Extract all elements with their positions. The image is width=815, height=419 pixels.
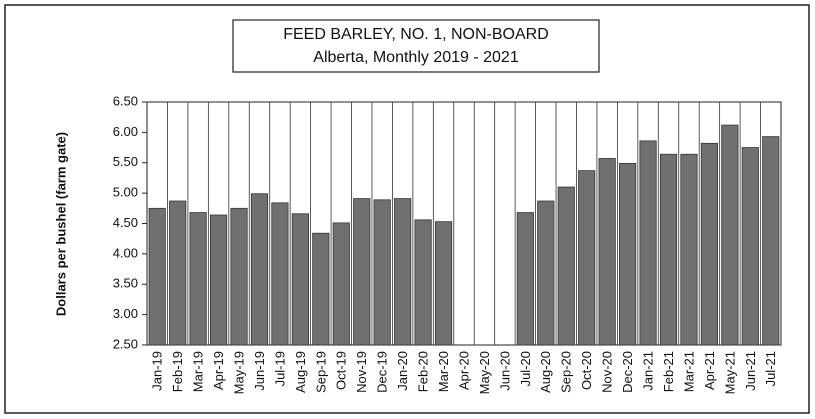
- x-tick-label: May-19: [231, 351, 246, 394]
- x-tick-label: Apr-21: [702, 351, 717, 390]
- bar: [291, 213, 309, 346]
- bar: [557, 186, 575, 346]
- x-tick-label: Aug-19: [293, 351, 308, 393]
- bar: [598, 158, 616, 346]
- x-tick-label: Feb-19: [170, 351, 185, 392]
- x-tick-label: Jun-19: [252, 351, 267, 391]
- x-tick-label: Jun-20: [497, 351, 512, 391]
- x-tick-label: Jul-20: [518, 351, 533, 386]
- bar: [332, 222, 350, 346]
- x-tick-label: Mar-21: [681, 351, 696, 392]
- x-tick-label: Mar-20: [436, 351, 451, 392]
- chart-title: FEED BARLEY, NO. 1, NON-BOARD: [283, 26, 549, 43]
- bar: [619, 162, 637, 346]
- y-tick-label: 3.50: [113, 276, 138, 291]
- bar: [578, 170, 596, 346]
- x-tick-label: Jul-19: [272, 351, 287, 386]
- bar: [353, 198, 371, 346]
- bar: [721, 124, 739, 346]
- bar: [250, 193, 269, 346]
- bar: [230, 207, 248, 346]
- bar: [762, 136, 780, 346]
- x-tick-label: Dec-19: [375, 351, 390, 393]
- x-tick-label: Apr-20: [456, 351, 471, 390]
- bar: [434, 221, 453, 346]
- bar: [537, 200, 555, 346]
- y-tick-label: 6.50: [113, 93, 138, 108]
- x-tick-label: Sep-20: [559, 351, 574, 393]
- y-tick-label: 3.00: [113, 306, 138, 321]
- x-tick-label: Apr-19: [211, 351, 226, 390]
- bar: [394, 198, 412, 346]
- x-tick-label: Sep-19: [313, 351, 328, 393]
- chart-subtitle: Alberta, Monthly 2019 - 2021: [313, 49, 519, 66]
- bar: [189, 212, 207, 346]
- y-axis-label: Dollars per bushel (farm gate): [53, 132, 68, 316]
- x-tick-label: Jun-21: [743, 351, 758, 391]
- y-tick-label: 2.50: [113, 336, 138, 351]
- y-tick-label: 4.00: [113, 245, 138, 260]
- bar: [516, 212, 534, 346]
- bar: [639, 140, 657, 346]
- y-tick-label: 4.50: [113, 215, 138, 230]
- bar: [312, 232, 330, 346]
- x-tick-label: Aug-20: [538, 351, 553, 393]
- y-tick-label: 5.00: [113, 185, 138, 200]
- x-tick-label: Nov-20: [600, 351, 615, 393]
- bar: [741, 147, 759, 346]
- bar: [271, 202, 289, 346]
- x-tick-label: Jul-21: [763, 351, 778, 386]
- y-tick-label: 5.50: [113, 154, 138, 169]
- x-tick-label: Oct-20: [579, 351, 594, 390]
- x-tick-label: Feb-21: [661, 351, 676, 392]
- x-tick-label: Jan-20: [395, 351, 410, 391]
- title-box: [232, 19, 600, 73]
- x-tick-label: Nov-19: [354, 351, 369, 393]
- x-tick-label: Jan-19: [150, 351, 165, 391]
- x-tick-label: Mar-19: [191, 351, 206, 392]
- bar: [209, 214, 228, 346]
- bar: [373, 199, 391, 346]
- x-tick-label: Jan-21: [641, 351, 656, 391]
- bar: [659, 153, 678, 346]
- x-tick-label: May-20: [477, 351, 492, 394]
- x-tick-label: Oct-19: [334, 351, 349, 390]
- bar: [700, 142, 718, 346]
- y-tick-label: 6.00: [113, 124, 138, 139]
- x-tick-label: Feb-20: [416, 351, 431, 392]
- bar: [148, 207, 166, 346]
- bar: [680, 153, 698, 346]
- x-tick-label: Dec-20: [620, 351, 635, 393]
- x-tick-label: May-21: [722, 351, 737, 394]
- bar: [169, 200, 187, 346]
- bar: [414, 219, 432, 346]
